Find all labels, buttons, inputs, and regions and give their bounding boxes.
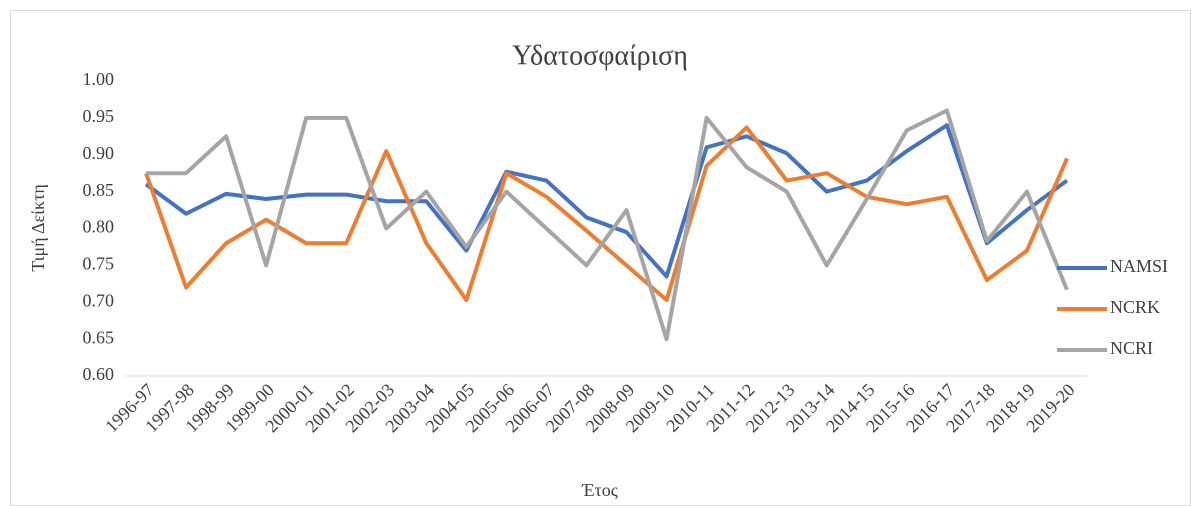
chart-frame — [10, 10, 1191, 506]
x-axis-label: Έτος — [581, 480, 618, 500]
chart-title: Υδατοσφαίριση — [512, 40, 688, 71]
legend-label: NAMSI — [1110, 256, 1168, 276]
y-tick-label: 0.70 — [83, 290, 115, 310]
legend-label: NCRK — [1110, 297, 1160, 317]
y-tick-label: 0.85 — [83, 180, 115, 200]
y-tick-label: 1.00 — [83, 69, 115, 89]
y-tick-label: 0.95 — [83, 106, 115, 126]
y-axis-label: Τιμή Δείκτη — [28, 184, 48, 271]
legend-label: NCRI — [1110, 338, 1153, 358]
y-tick-label: 0.65 — [83, 327, 115, 347]
y-tick-label: 0.80 — [83, 217, 115, 237]
line-series — [146, 108, 1069, 342]
y-tick-label: 0.90 — [83, 143, 115, 163]
y-tick-label: 0.75 — [83, 254, 115, 274]
line-series — [144, 123, 1069, 279]
line-series — [144, 125, 1069, 303]
y-tick-label: 0.60 — [83, 364, 115, 384]
